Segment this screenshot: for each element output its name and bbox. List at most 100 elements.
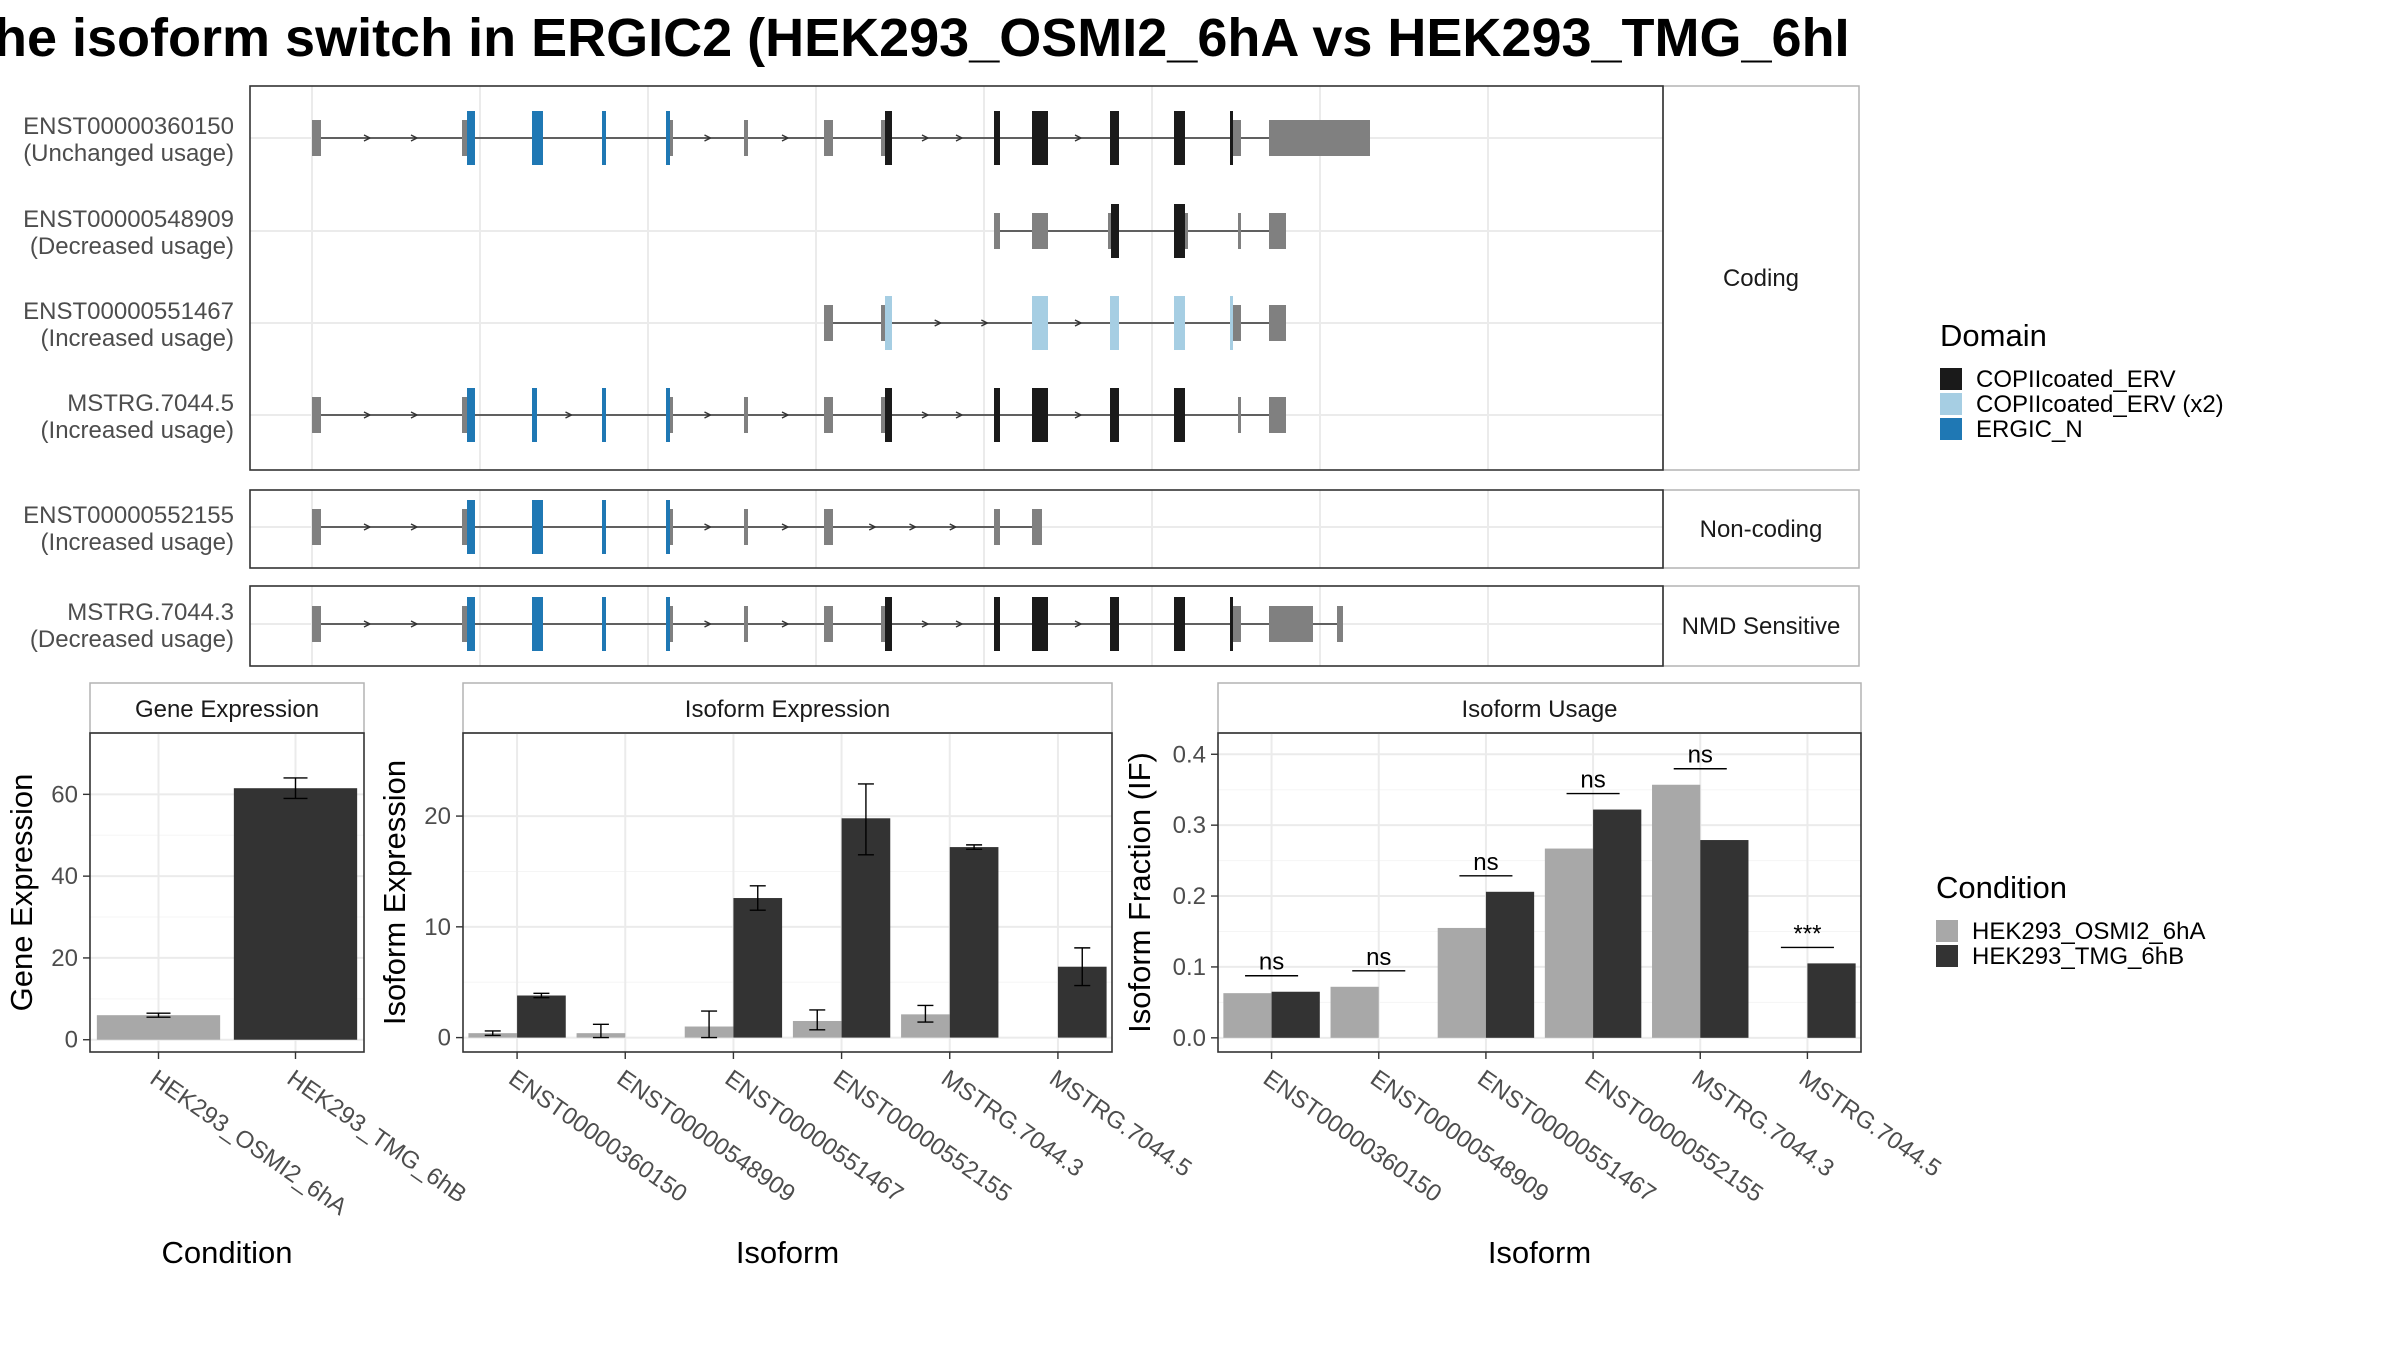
isoform-usage-panel: Isoform Usage ns ns ns ns ns *** 0.0 0.1 0.2 0.3 0.… <box>1122 682 1946 1270</box>
exon-ergic-n <box>602 111 606 165</box>
exon-copiicoated-erv <box>1110 597 1119 651</box>
exon-utr <box>670 120 673 156</box>
exon-utr <box>1238 213 1241 249</box>
transcript-usage-label: (Decreased usage) <box>30 233 234 260</box>
exon-utr <box>312 509 321 545</box>
domain-legend-label: COPIIcoated_ERV (x2) <box>1976 391 2224 418</box>
intron-arrow <box>1074 134 1083 142</box>
intron-arrow <box>921 411 930 419</box>
intron-arrow <box>1074 620 1083 628</box>
exon-utr <box>1276 213 1286 249</box>
exon-ergic-n <box>602 500 606 554</box>
y-tick-label: 0.2 <box>1173 883 1206 910</box>
structure-strip <box>1662 85 1860 471</box>
intron-arrow <box>565 411 574 419</box>
bar <box>1544 848 1594 1038</box>
exon-copiicoated-erv <box>994 388 1000 442</box>
intron-arrow <box>363 620 372 628</box>
exon-copiicoated-erv <box>1110 111 1119 165</box>
exon-copiicoated-erv <box>1032 111 1048 165</box>
structure-group-non-coding: Non-coding ENST00000552155(Increased usag… <box>23 489 1860 569</box>
intron-arrow <box>363 411 372 419</box>
y-tick-label: 60 <box>51 781 78 808</box>
transcript-usage-label: (Decreased usage) <box>30 626 234 653</box>
exon-copiicoated-erv <box>1174 597 1185 651</box>
exon-copiicoated-erv <box>1110 388 1119 442</box>
condition-legend-key <box>1936 945 1958 967</box>
exon-utr <box>994 509 1000 545</box>
x-axis-title: Isoform <box>1488 1235 1591 1270</box>
exon-ergic-n <box>467 500 475 554</box>
bar <box>901 1014 950 1038</box>
panel-border <box>89 732 365 1053</box>
intron-arrow <box>955 411 964 419</box>
exon-utr <box>994 213 1000 249</box>
structure-strip-label: Coding <box>1723 265 1799 292</box>
intron-arrow <box>909 523 918 531</box>
x-tick-label: ENST00000360150 <box>504 1065 692 1208</box>
exon-utr <box>1337 606 1343 642</box>
exon-utr <box>312 606 321 642</box>
exon-ergic-n <box>467 111 475 165</box>
error-bar <box>146 1012 171 1018</box>
y-tick-label: 20 <box>51 945 78 972</box>
exon-utr <box>824 120 833 156</box>
exon-utr <box>462 509 467 545</box>
structure-strip <box>1662 585 1860 667</box>
intron-arrow <box>934 319 943 327</box>
exon-utr <box>670 606 673 642</box>
y-axis-title: Isoform Fraction (IF) <box>1122 752 1157 1033</box>
intron-arrow <box>410 134 419 142</box>
exon-utr <box>462 397 467 433</box>
panel-border <box>1217 732 1862 1053</box>
y-tick-label: 10 <box>424 914 451 941</box>
significance-label: ns <box>1688 742 1713 769</box>
exon-ergic-n <box>666 388 670 442</box>
exon-utr <box>881 397 885 433</box>
intron-arrow <box>781 620 790 628</box>
condition-legend-title: Condition <box>1936 870 2067 905</box>
x-tick-label: ENST00000552155 <box>828 1065 1016 1208</box>
intron-arrow <box>1074 319 1083 327</box>
condition-legend-label: HEK293_TMG_6hB <box>1972 943 2184 970</box>
exon-utr <box>1269 606 1276 642</box>
bar <box>1485 891 1535 1038</box>
exon-utr <box>1269 213 1276 249</box>
exon-utr <box>1108 213 1111 249</box>
exon-utr <box>670 509 673 545</box>
exon-utr <box>1269 397 1276 433</box>
exon-ergic-n <box>666 111 670 165</box>
y-tick-label: 0.4 <box>1173 741 1206 768</box>
exon-copiicoated-erv-x2 <box>885 296 892 350</box>
exon-utr <box>744 606 748 642</box>
bar <box>1330 986 1379 1038</box>
intron-arrow <box>410 411 419 419</box>
exon-copiicoated-erv <box>885 597 892 651</box>
x-tick-label: ENST00000548909 <box>1365 1065 1553 1208</box>
exon-copiicoated-erv <box>1111 204 1119 258</box>
structure-strip-label: Non-coding <box>1700 516 1823 543</box>
transcript-name-label: ENST00000551467 <box>23 298 234 325</box>
transcript-enst00000360150 <box>312 111 1370 165</box>
significance-label: *** <box>1793 920 1821 947</box>
domain-legend-title: Domain <box>1940 318 2047 353</box>
transcript-enst00000548909 <box>994 204 1286 258</box>
structure-panel-border <box>249 585 1664 667</box>
transcript-name-label: ENST00000552155 <box>23 502 234 529</box>
exon-ergic-n <box>666 500 670 554</box>
panel-strip <box>1217 682 1862 734</box>
exon-utr <box>1233 120 1241 156</box>
intron-arrow <box>363 134 372 142</box>
intron-arrow <box>704 620 713 628</box>
exon-copiicoated-erv-x2 <box>1230 296 1233 350</box>
x-tick-label: ENST00000551467 <box>1472 1065 1660 1208</box>
exon-utr <box>670 397 673 433</box>
y-tick-label: 0.0 <box>1173 1025 1206 1052</box>
exon-utr <box>824 397 833 433</box>
y-tick-label: 20 <box>424 803 451 830</box>
exon-utr <box>744 397 748 433</box>
intron-arrow <box>955 134 964 142</box>
bar <box>1807 963 1856 1038</box>
bar <box>1652 784 1701 1038</box>
